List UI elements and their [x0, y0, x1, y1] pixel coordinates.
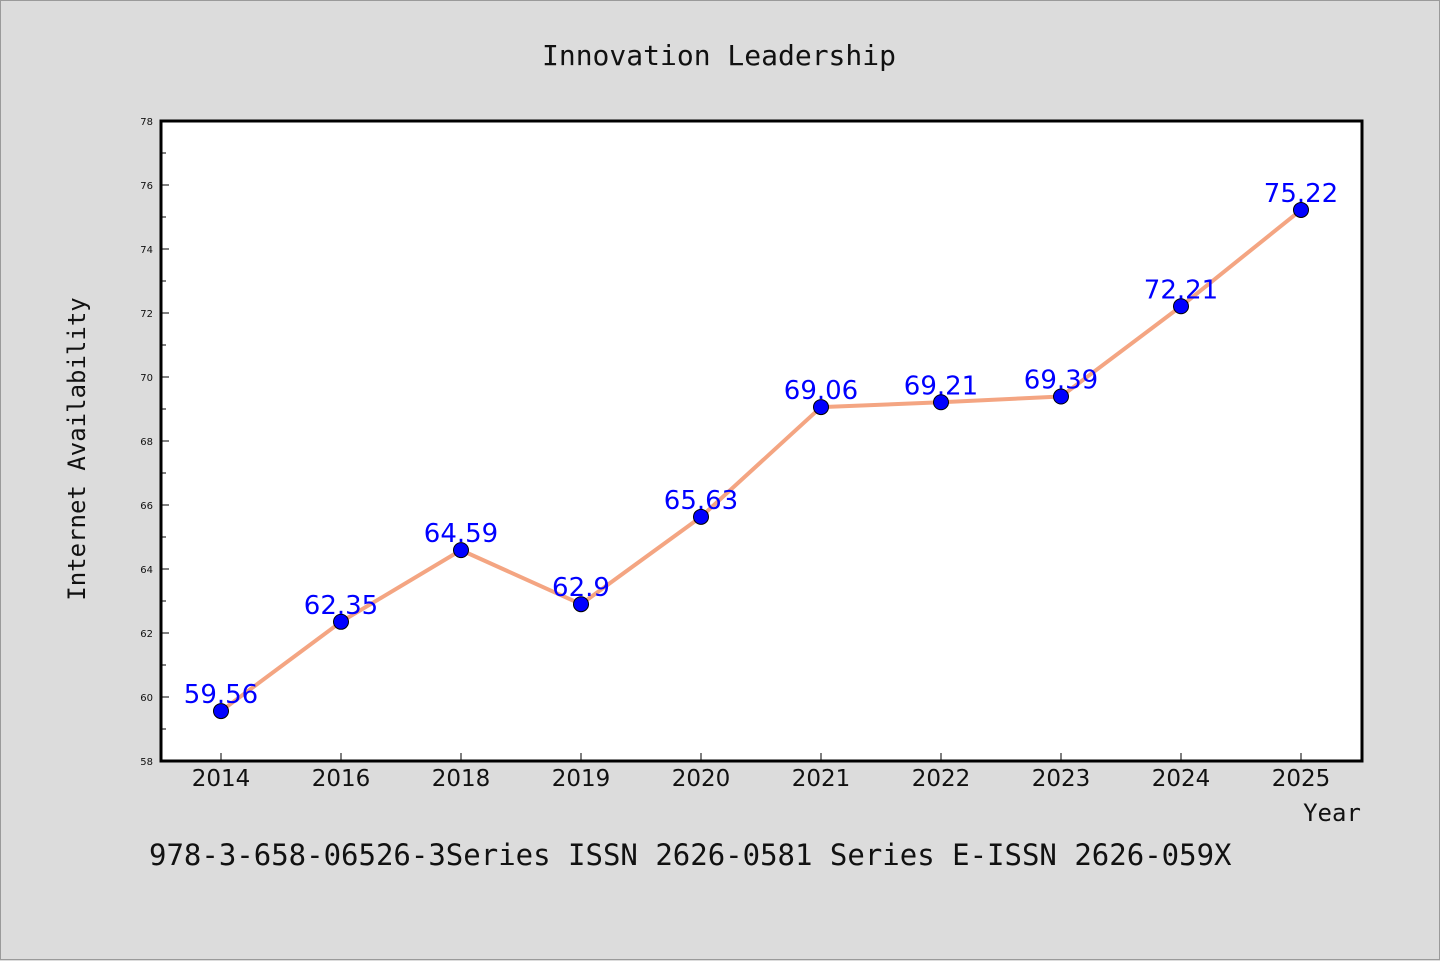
x-tick-label: 2019: [552, 766, 611, 792]
data-label: 69.06: [784, 376, 858, 406]
y-tick-label: 58: [140, 757, 153, 768]
y-tick-label: 74: [140, 245, 153, 256]
y-axis: 58 60 62 64 66 68 70 72 74 76 78: [140, 117, 169, 768]
series-group: [213, 201, 1309, 720]
data-label: 59.56: [184, 680, 258, 710]
x-axis-label: Year: [1303, 799, 1361, 827]
y-tick-label: 76: [140, 181, 153, 192]
data-label: 69.21: [904, 371, 978, 401]
x-tick-label: 2016: [312, 766, 371, 792]
data-label: 65.63: [664, 486, 738, 516]
data-point: [1173, 298, 1189, 315]
series-line: [219, 208, 1303, 713]
x-tick-label: 2020: [672, 766, 731, 792]
data-labels: 59.56 62.35 64.59 62.9 65.63 69.06 69.21 69.39 7…: [184, 179, 1338, 710]
y-tick-label: 68: [140, 437, 153, 448]
x-tick-label: 2021: [792, 766, 851, 792]
data-point: [213, 703, 229, 720]
data-point: [573, 596, 589, 613]
data-label: 62.35: [304, 591, 378, 621]
data-label: 64.59: [424, 519, 498, 549]
y-tick-label: 64: [140, 565, 153, 576]
data-point: [933, 394, 949, 411]
y-tick-label: 62: [140, 629, 153, 640]
y-tick-label: 70: [140, 373, 153, 384]
x-tick-label: 2025: [1272, 766, 1331, 792]
x-tick-label: 2024: [1152, 766, 1211, 792]
chart-title: Innovation Leadership: [542, 39, 896, 72]
data-point: [1293, 201, 1309, 218]
data-point: [693, 508, 709, 525]
data-point: [813, 399, 829, 416]
x-tick-label: 2018: [432, 766, 491, 792]
data-label: 62.9: [552, 573, 610, 603]
data-point: [453, 542, 469, 559]
y-tick-label: 78: [140, 117, 153, 128]
x-axis: 2014 2016 2018 2019 2020 2021 2022 2023 2024 2025: [192, 753, 1331, 792]
x-tick-label: 2014: [192, 766, 251, 792]
y-tick-label: 60: [140, 693, 153, 704]
data-label: 75.22: [1264, 179, 1338, 209]
data-label: 69.39: [1024, 366, 1098, 396]
footer-text: 978-3-658-06526-3Series ISSN 2626-0581 S…: [149, 838, 1232, 872]
data-label: 72.21: [1144, 275, 1218, 305]
x-tick-label: 2023: [1032, 766, 1091, 792]
data-point: [1053, 388, 1069, 405]
x-tick-label: 2022: [912, 766, 971, 792]
plot-area: [159, 119, 1364, 763]
data-point: [333, 613, 349, 630]
y-tick-label: 72: [140, 309, 153, 320]
y-tick-label: 66: [140, 501, 153, 512]
y-axis-label: Internet Availability: [63, 297, 91, 600]
